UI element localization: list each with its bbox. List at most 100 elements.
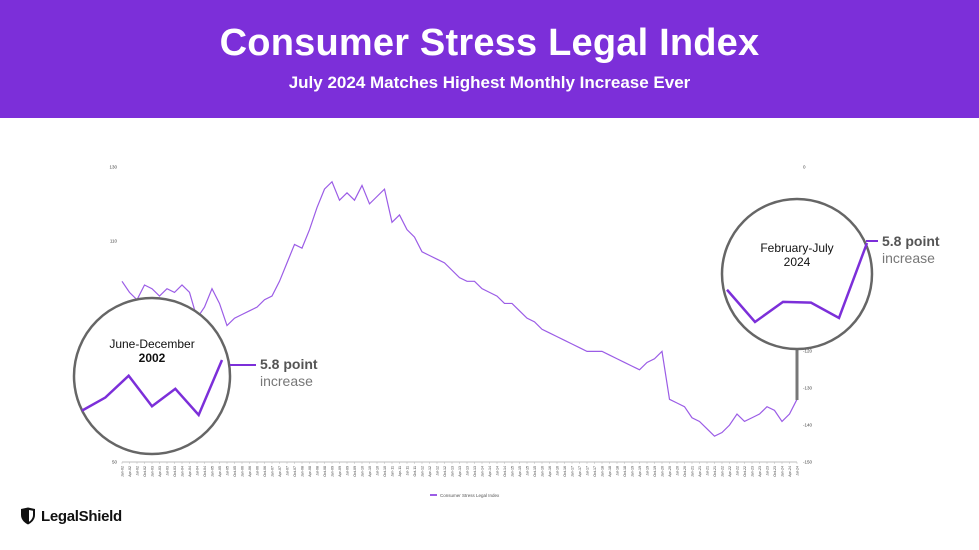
x-tick-label: Jul-09 <box>345 466 349 476</box>
x-tick-label: Jan-20 <box>660 466 664 477</box>
x-tick-label: Apr-12 <box>428 466 432 477</box>
y2-tick-label: -130 <box>803 386 813 391</box>
x-tick-label: Jul-21 <box>705 466 709 476</box>
x-tick-label: Jul-05 <box>225 466 229 476</box>
x-tick-label: Jul-19 <box>645 466 649 476</box>
x-tick-label: Jul-11 <box>405 466 409 476</box>
x-tick-label: Jan-08 <box>300 466 304 477</box>
callout-value: 5.8 point <box>882 233 940 249</box>
x-tick-label: Oct-14 <box>503 466 507 477</box>
inset-period-line1: June-December <box>109 337 195 351</box>
page-subtitle: July 2024 Matches Highest Monthly Increa… <box>288 73 691 92</box>
x-tick-label: Jul-13 <box>465 466 469 476</box>
x-tick-label: Jan-21 <box>690 466 694 477</box>
callout-value: 5.8 point <box>260 356 318 372</box>
x-tick-label: Apr-20 <box>668 466 672 477</box>
logo-text: LegalShield <box>41 507 122 525</box>
x-tick-label: Oct-07 <box>293 466 297 477</box>
x-tick-label: Jul-08 <box>315 466 319 476</box>
x-tick-label: Jul-23 <box>765 466 769 476</box>
x-tick-label: Apr-15 <box>518 466 522 477</box>
x-tick-label: Oct-02 <box>143 466 147 477</box>
x-tick-label: Apr-24 <box>788 466 792 477</box>
callout-left: 5.8 point increase <box>260 356 318 390</box>
x-tick-label: Apr-02 <box>128 466 132 477</box>
x-tick-label: Jan-12 <box>420 466 424 477</box>
x-tick-label: Jan-23 <box>750 466 754 477</box>
x-tick-label: Oct-04 <box>203 466 207 477</box>
x-tick-label: Oct-16 <box>563 466 567 477</box>
x-tick-label: Jan-18 <box>600 466 604 477</box>
x-tick-label: Jul-06 <box>255 466 259 476</box>
x-tick-label: Apr-07 <box>278 466 282 477</box>
y2-tick-label: -150 <box>803 460 813 465</box>
x-tick-label: Jan-13 <box>450 466 454 477</box>
x-tick-label: Oct-03 <box>173 466 177 477</box>
x-tick-label: Jan-15 <box>510 466 514 477</box>
series-line <box>121 180 798 437</box>
y2-tick-label: -120 <box>803 349 813 354</box>
header-banner: Consumer Stress Legal Index July 2024 Ma… <box>0 0 979 118</box>
inset-line-right <box>726 242 869 324</box>
x-tick-label: Jul-18 <box>615 466 619 476</box>
x-tick-label: Jan-04 <box>180 466 184 477</box>
x-tick-label: Oct-13 <box>473 466 477 477</box>
x-tick-label: Apr-17 <box>578 466 582 477</box>
x-tick-label: Jul-22 <box>735 466 739 476</box>
x-tick-label: Apr-22 <box>728 466 732 477</box>
y-tick-label: 50 <box>112 460 118 465</box>
inset-period-line2: 2024 <box>783 255 811 269</box>
x-tick-label: Apr-04 <box>188 466 192 477</box>
x-tick-label: Oct-11 <box>413 466 417 477</box>
inset-period-right: February-July 2024 <box>722 241 872 269</box>
x-tick-label: Jan-24 <box>780 466 784 477</box>
x-tick-label: Jan-22 <box>720 466 724 477</box>
inset-circle-right <box>720 197 874 351</box>
y2-tick-label: 0 <box>803 165 806 170</box>
x-tick-label: Oct-20 <box>683 466 687 477</box>
shield-icon <box>21 507 35 525</box>
y-tick-label: 130 <box>109 165 117 170</box>
x-tick-label: Jan-02 <box>120 466 124 477</box>
x-tick-label: Oct-17 <box>593 466 597 477</box>
x-tick-label: Apr-21 <box>698 466 702 477</box>
x-tick-label: Apr-09 <box>338 466 342 477</box>
x-tick-label: Apr-13 <box>458 466 462 477</box>
callout-right: 5.8 point increase <box>882 233 940 267</box>
x-tick-label: Jul-10 <box>375 466 379 476</box>
x-tick-label: Jul-12 <box>435 466 439 476</box>
x-tick-label: Jul-17 <box>585 466 589 476</box>
x-tick-label: Jan-14 <box>480 466 484 477</box>
x-tick-label: Jul-04 <box>195 466 199 476</box>
x-tick-label: Jan-03 <box>150 466 154 477</box>
x-tick-label: Jan-06 <box>240 466 244 477</box>
x-tick-label: Jul-15 <box>525 466 529 476</box>
x-tick-label: Jul-20 <box>675 466 679 476</box>
x-tick-label: Oct-12 <box>443 466 447 477</box>
y-tick-label: 110 <box>110 238 118 243</box>
x-tick-label: Jan-10 <box>360 466 364 477</box>
x-tick-label: Jul-07 <box>285 466 289 476</box>
x-tick-label: Apr-06 <box>248 466 252 477</box>
x-tick-label: Jul-24 <box>795 466 799 476</box>
x-tick-label: Oct-15 <box>533 466 537 477</box>
x-tick-label: Jan-16 <box>540 466 544 477</box>
legalshield-logo: LegalShield <box>20 507 122 525</box>
x-tick-label: Apr-23 <box>758 466 762 477</box>
x-tick-label: Jul-16 <box>555 466 559 476</box>
x-tick-label: Jan-05 <box>210 466 214 477</box>
x-tick-label: Oct-10 <box>383 466 387 477</box>
inset-period-line1: February-July <box>760 241 834 255</box>
x-tick-label: Oct-23 <box>773 466 777 477</box>
x-tick-label: Apr-16 <box>548 466 552 477</box>
x-tick-label: Apr-05 <box>218 466 222 477</box>
inset-period-line2: 2002 <box>138 351 166 365</box>
inset-line-left <box>81 359 224 418</box>
x-tick-label: Jan-11 <box>390 466 394 477</box>
x-tick-label: Jul-02 <box>135 466 139 476</box>
x-tick-label: Apr-11 <box>398 466 402 477</box>
y2-tick-label: -140 <box>803 423 813 428</box>
x-tick-label: Oct-19 <box>653 466 657 477</box>
x-tick-label: Jan-07 <box>270 466 274 477</box>
